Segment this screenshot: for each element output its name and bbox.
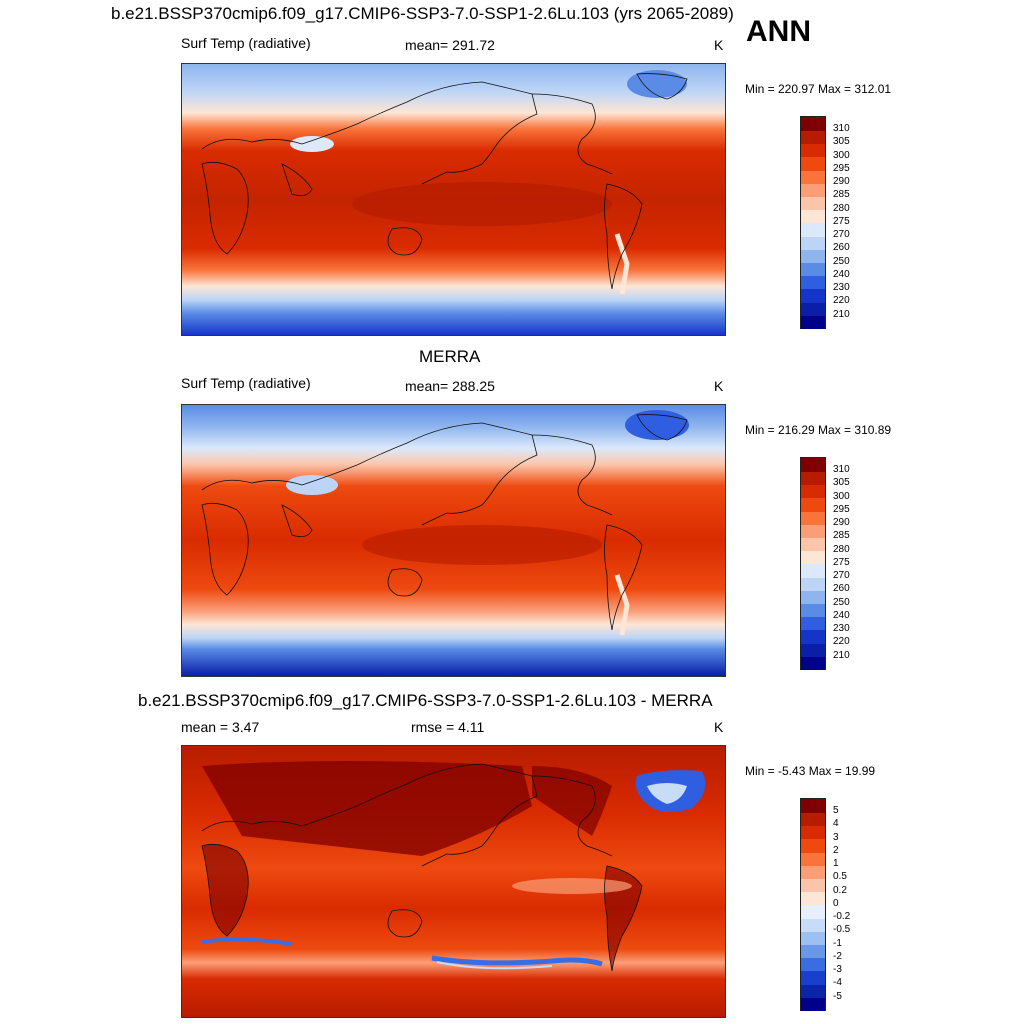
panel1-colorbar-tick: 305 <box>833 136 850 147</box>
panel3-colorbar-tick: 2 <box>833 845 839 856</box>
panel1-colorbar-tick: 230 <box>833 282 850 293</box>
panel2-colorbar-tick: 285 <box>833 530 850 541</box>
panel3-colorbar-tick: -0.5 <box>833 924 851 935</box>
panel1-colorbar-tick: 295 <box>833 163 850 174</box>
panel2-colorbar-tick: 305 <box>833 477 850 488</box>
panel2-map <box>181 404 726 677</box>
panel3-colorbar-tick: 0 <box>833 898 839 909</box>
panel1-colorbar-tick: 285 <box>833 189 850 200</box>
panel1-colorbar-tick: 290 <box>833 176 850 187</box>
panel1-minmax: Min = 220.97 Max = 312.01 <box>745 82 892 96</box>
panel3-colorbar-tick: 0.2 <box>833 885 847 896</box>
panel1-colorbar-tick: 250 <box>833 256 850 267</box>
panel2-colorbar-tick: 270 <box>833 570 850 581</box>
panel3-map <box>181 745 726 1018</box>
panel2-colorbar-tick: 310 <box>833 464 850 475</box>
panel1-colorbar <box>800 116 826 329</box>
panel1-map <box>181 63 726 336</box>
panel2-colorbar-tick: 290 <box>833 517 850 528</box>
panel1-title: b.e21.BSSP370cmip6.f09_g17.CMIP6-SSP3-7.… <box>111 4 734 23</box>
panel2-units-label: K <box>714 378 724 394</box>
panel1-colorbar-tick: 300 <box>833 150 850 161</box>
panel1-units-label: K <box>714 37 724 53</box>
panel1-colorbar-tick: 220 <box>833 295 850 306</box>
panel1-colorbar-tick: 275 <box>833 216 850 227</box>
panel3-colorbar-tick: 0.5 <box>833 871 847 882</box>
panel2-colorbar <box>800 457 826 670</box>
panel1-colorbar-tick: 210 <box>833 309 850 320</box>
panel1-colorbar-tick: 280 <box>833 203 850 214</box>
panel2-title: MERRA <box>419 347 481 366</box>
panel2-colorbar-tick: 230 <box>833 623 850 634</box>
panel3-colorbar-tick: -2 <box>833 951 842 962</box>
panel2-colorbar-tick: 250 <box>833 597 850 608</box>
panel3-minmax: Min = -5.43 Max = 19.99 <box>745 764 876 778</box>
panel3-colorbar-tick: 1 <box>833 858 839 869</box>
panel2-minmax: Min = 216.29 Max = 310.89 <box>745 423 892 437</box>
panel1-colorbar-tick: 310 <box>833 123 850 134</box>
panel3-units-label: K <box>714 719 724 735</box>
panel2-colorbar-tick: 220 <box>833 636 850 647</box>
panel2-colorbar-tick: 210 <box>833 650 850 661</box>
panel2-colorbar-tick: 280 <box>833 544 850 555</box>
panel1-colorbar-tick: 260 <box>833 242 850 253</box>
panel3-colorbar-tick: 4 <box>833 818 839 829</box>
panel2-colorbar-tick: 260 <box>833 583 850 594</box>
panel1-variable-label: Surf Temp (radiative) <box>181 35 311 51</box>
panel3-title: b.e21.BSSP370cmip6.f09_g17.CMIP6-SSP3-7.… <box>138 691 713 710</box>
panel2-colorbar-tick: 240 <box>833 610 850 621</box>
panel3-colorbar-tick: -1 <box>833 938 842 949</box>
panel3-rmse-label: rmse = 4.11 <box>411 719 485 735</box>
panel3-colorbar-tick: -3 <box>833 964 842 975</box>
panel3-colorbar-tick: -4 <box>833 977 842 988</box>
panel2-colorbar-tick: 300 <box>833 491 850 502</box>
panel3-colorbar-tick: 5 <box>833 805 839 816</box>
panel3-colorbar <box>800 798 826 1011</box>
panel3-colorbar-tick: -0.2 <box>833 911 851 922</box>
panel2-variable-label: Surf Temp (radiative) <box>181 375 311 391</box>
panel3-mean-label: mean = 3.47 <box>181 719 260 735</box>
panel3-colorbar-tick: 3 <box>833 832 839 843</box>
panel1-colorbar-tick: 240 <box>833 269 850 280</box>
panel1-colorbar-tick: 270 <box>833 229 850 240</box>
season-label: ANN <box>746 15 811 48</box>
panel1-mean-label: mean= 291.72 <box>405 37 495 53</box>
panel3-colorbar-tick: -5 <box>833 991 842 1002</box>
panel2-colorbar-tick: 275 <box>833 557 850 568</box>
panel2-colorbar-tick: 295 <box>833 504 850 515</box>
panel2-mean-label: mean= 288.25 <box>405 378 495 394</box>
